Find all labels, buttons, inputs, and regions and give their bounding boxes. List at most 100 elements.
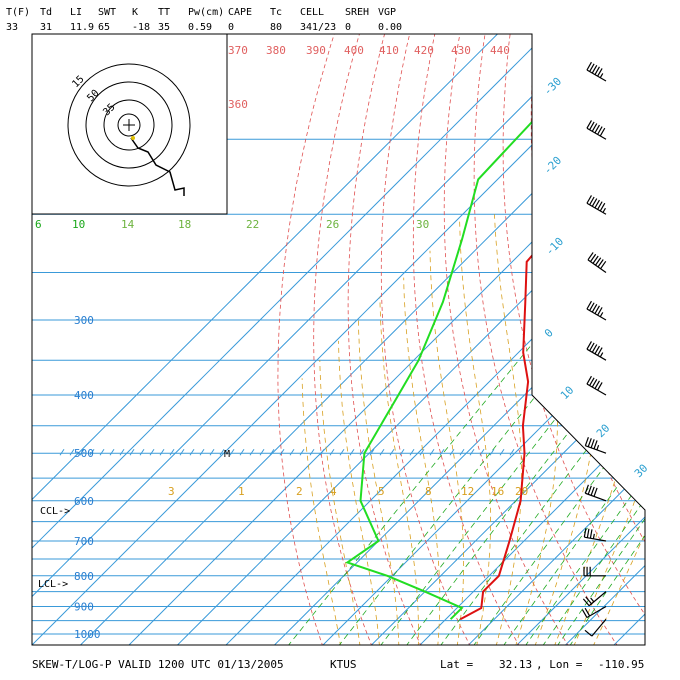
isobar-tick — [489, 448, 495, 456]
isotherm-tick-label: -20 — [541, 154, 564, 177]
hodograph-ring — [85, 81, 173, 169]
lcl-label: LCL-> — [38, 579, 68, 590]
pressure-tick-label: 500 — [74, 447, 94, 460]
m-marker: M — [224, 449, 230, 460]
header-param-label: Tc — [270, 7, 282, 18]
header-param-value: 0 — [345, 22, 351, 33]
wind-barb — [586, 300, 607, 321]
lat-value: 32.13 — [499, 658, 532, 671]
mixing-ratio-line — [556, 328, 645, 645]
lon-label: , Lon = — [536, 658, 583, 671]
moist-adiabat-line — [403, 277, 441, 645]
plot-frame — [31, 33, 646, 646]
mixing-ratio-label: 18 — [178, 218, 191, 231]
isobar-tick — [139, 448, 145, 456]
isotherm-tick-label: 0 — [542, 326, 556, 340]
header-param-label: CAPE — [228, 7, 252, 18]
mixing-ratio-line — [337, 328, 590, 645]
header-param-label: SWT — [98, 7, 116, 18]
mixing-ratio-label: 26 — [326, 218, 339, 231]
theta-e-label: 3 — [168, 485, 175, 498]
isotherm-line — [32, 34, 623, 645]
isobar-tick — [299, 448, 305, 456]
isobar-tick — [109, 448, 115, 456]
isobar-tick — [329, 448, 335, 456]
moist-adiabat-line — [429, 250, 465, 645]
moist-adiabat-line — [459, 220, 492, 645]
header-param-value: 31 — [40, 22, 52, 33]
mixing-ratio-label: 22 — [246, 218, 259, 231]
isobar-tick — [119, 448, 125, 456]
dry-adiabat-line — [635, 34, 645, 645]
isobar-tick — [509, 448, 515, 456]
mixing-ratio-label: 10 — [72, 218, 85, 231]
moist-adiabat-line — [338, 340, 380, 645]
dry-adiabat-line — [443, 34, 570, 645]
theta-e-label: 5 — [378, 485, 385, 498]
isobar-tick — [279, 448, 285, 456]
isobar-tick — [149, 448, 155, 456]
isobar-tick — [309, 448, 315, 456]
isotherm-line — [272, 34, 645, 645]
theta-e-label: 2 — [296, 485, 303, 498]
wind-barbs — [581, 61, 607, 637]
isobar-tick — [249, 448, 255, 456]
dry-adiabat-line — [412, 34, 521, 645]
moist-adiabat-line — [494, 214, 522, 645]
isobar-tick — [129, 448, 135, 456]
header-param-value: 0 — [228, 22, 234, 33]
header-param-label: SREH — [345, 7, 369, 18]
wind-barb — [583, 566, 606, 577]
wind-barb — [586, 375, 607, 396]
isobar-tick — [59, 448, 65, 456]
pressure-tick-label: 800 — [74, 570, 94, 583]
header-params: T(F) 33 Td 31 LI 11.9 SWT 65 K -18 TT 35 Pw(cm) 0.59 C… — [6, 7, 402, 33]
isotherm-line — [32, 34, 645, 645]
isobar-tick — [159, 448, 165, 456]
wind-barb — [586, 120, 607, 140]
header-param-label: K — [132, 7, 138, 18]
lon-value: -110.95 — [598, 658, 644, 671]
wind-barb — [582, 591, 607, 607]
isobar-tick — [69, 448, 75, 456]
isobar-tick — [79, 448, 85, 456]
isobar-tick — [199, 448, 205, 456]
moist-adiabat-line — [358, 319, 400, 645]
mixing-ratio-label: 6 — [35, 218, 42, 231]
ccl-label: CCL-> — [40, 506, 70, 517]
mixing-ratio-line — [472, 328, 645, 645]
header-param-label: Td — [40, 7, 52, 18]
potential-temp-label: 440 — [490, 44, 510, 57]
mixing-ratio-line — [286, 328, 546, 645]
wind-barb — [586, 195, 607, 215]
header-param-value: 33 — [6, 22, 18, 33]
header-param-value: 80 — [270, 22, 282, 33]
isotherm-line — [563, 34, 645, 645]
isobar-tick — [319, 448, 325, 456]
hodograph-ring — [103, 99, 155, 151]
isotherm-tick-label: -30 — [541, 75, 564, 98]
potential-temp-label: 370 — [228, 44, 248, 57]
header-param-label: T(F) — [6, 7, 30, 18]
header-param-label: VGP — [378, 7, 396, 18]
potential-temp-label: 380 — [266, 44, 286, 57]
isobar-tick — [339, 448, 345, 456]
isotherm-line — [32, 34, 575, 645]
isotherm-line — [661, 6, 680, 647]
dry-adiabat-line — [277, 34, 344, 645]
potential-temp-label: 410 — [379, 44, 399, 57]
station-id: KTUS — [330, 658, 357, 671]
wind-barb — [586, 61, 607, 82]
theta-e-label: 16 — [491, 485, 504, 498]
isotherm-line — [514, 34, 645, 645]
dry-adiabat-line — [502, 34, 645, 645]
header-param-value: 11.9 — [70, 22, 94, 33]
isotherm-line — [466, 34, 645, 645]
isobar-tick — [429, 448, 435, 456]
wind-barb — [583, 528, 607, 542]
isotherm-line — [126, 34, 645, 645]
isobar-tick — [499, 448, 505, 456]
header-param-label: TT — [158, 7, 170, 18]
wind-barb — [584, 618, 607, 637]
